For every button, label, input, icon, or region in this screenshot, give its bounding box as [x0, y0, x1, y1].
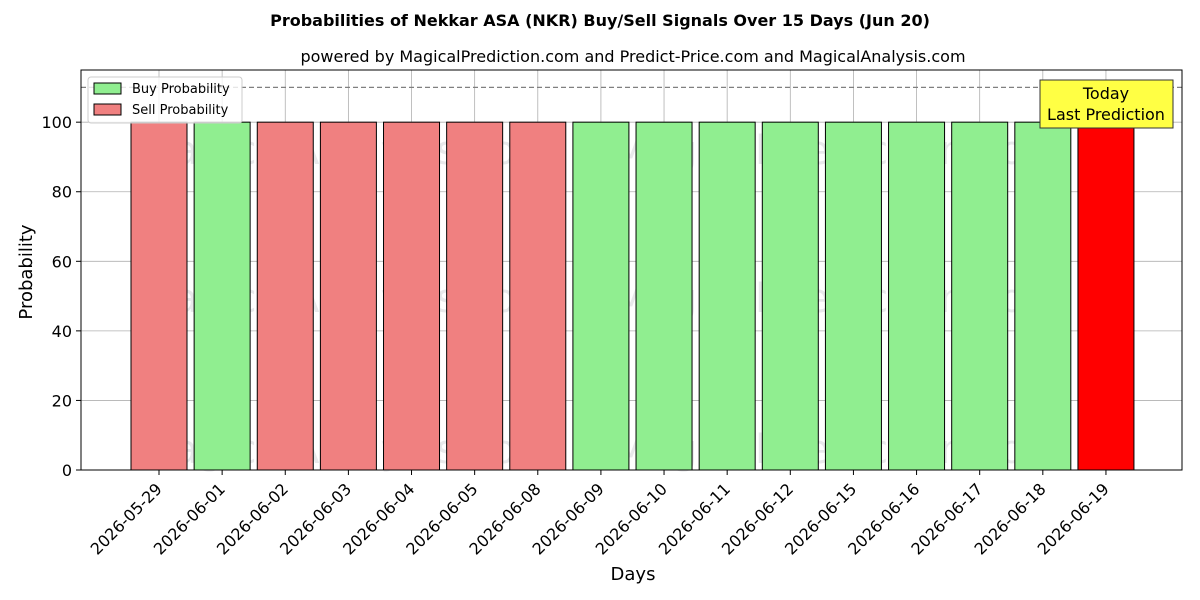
bars [130, 121, 1135, 471]
bar-sell [509, 121, 567, 471]
y-tick-label: 60 [52, 252, 72, 271]
legend-label-sell: Sell Probability [132, 103, 229, 118]
y-axis: 0 20 40 60 80 100 [41, 113, 81, 480]
y-tick-label: 100 [41, 113, 72, 132]
bar-buy [761, 121, 819, 471]
annotation-line-2: Last Prediction [1047, 105, 1165, 124]
chart-subtitle: powered by MagicalPrediction.com and Pre… [300, 47, 965, 66]
bar-buy [824, 121, 882, 471]
y-tick-label: 80 [52, 183, 72, 202]
today-annotation: Today Last Prediction [1039, 79, 1174, 129]
bar-sell [319, 121, 377, 471]
legend: Buy Probability Sell Probability [87, 76, 243, 124]
y-tick-label: 40 [52, 322, 72, 341]
y-axis-label: Probability [16, 224, 37, 319]
y-tick-label: 20 [52, 391, 72, 410]
bar-buy [698, 121, 756, 471]
bar-buy [193, 121, 251, 471]
bar-buy [888, 121, 946, 471]
y-tick-label: 0 [62, 461, 72, 480]
legend-box [87, 76, 243, 124]
bar-sell [446, 121, 504, 471]
bar-today [1077, 121, 1135, 471]
plot-frame [80, 69, 1183, 471]
legend-swatch-buy [93, 82, 122, 95]
bar-buy [572, 121, 630, 471]
legend-label-buy: Buy Probability [132, 82, 230, 97]
chart-title: Probabilities of Nekkar ASA (NKR) Buy/Se… [270, 11, 930, 30]
bar-buy [635, 121, 693, 471]
annotation-line-1: Today [1082, 84, 1129, 103]
bar-sell [256, 121, 314, 471]
bar-buy [1014, 121, 1072, 471]
legend-swatch-sell [93, 103, 122, 116]
annotation-box [1039, 79, 1174, 129]
x-axis: 2026-05-292026-06-012026-06-022026-06-03… [87, 470, 1113, 559]
bar-sell [383, 121, 441, 471]
bar-buy [951, 121, 1009, 471]
bar-sell [130, 121, 188, 471]
x-axis-label: Days [611, 564, 656, 585]
